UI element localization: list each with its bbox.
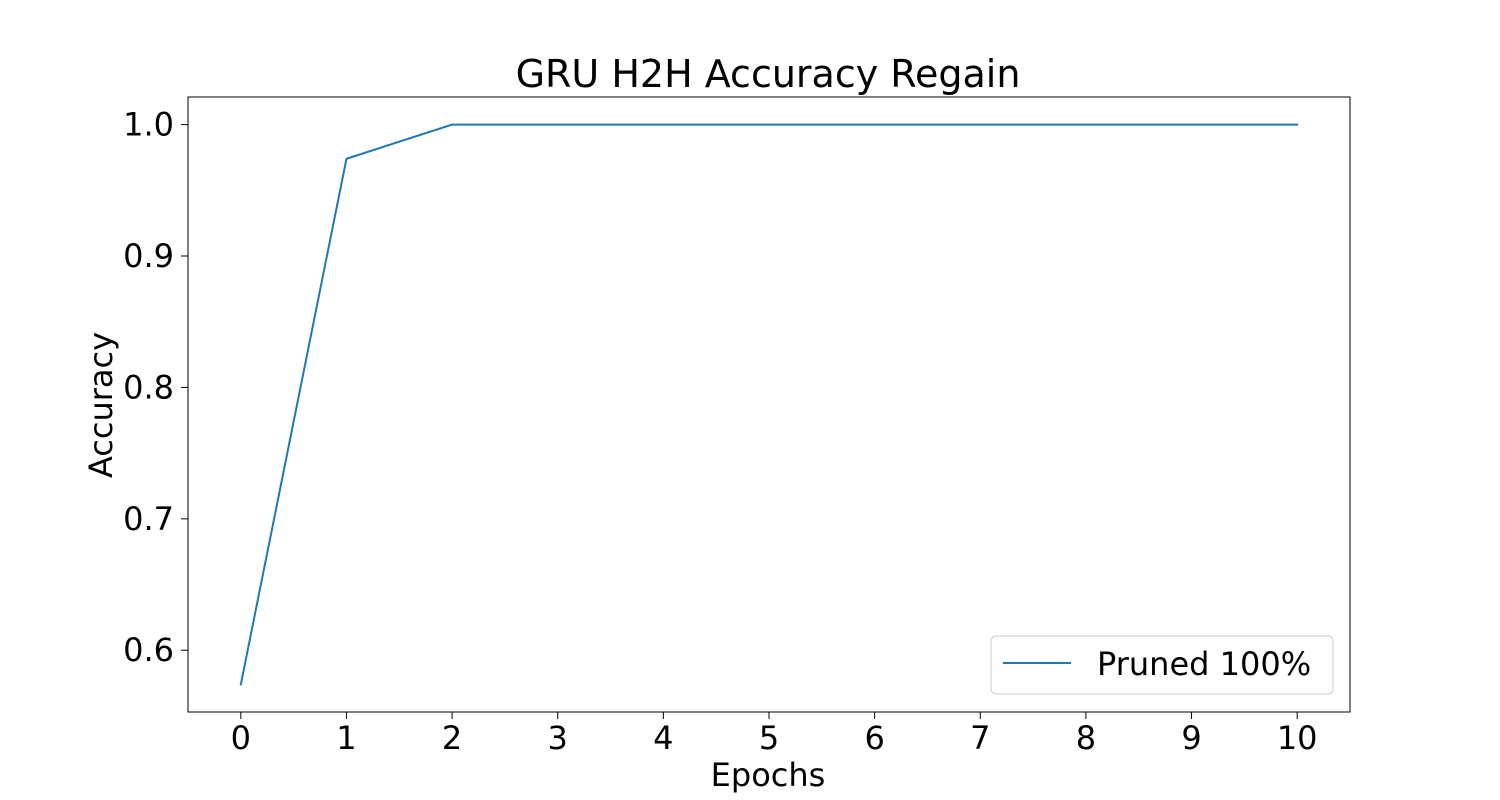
y-tick-label: 0.7 <box>123 500 174 538</box>
y-tick-label: 0.8 <box>123 368 174 406</box>
legend-label: Pruned 100% <box>1097 645 1311 683</box>
x-tick-label: 2 <box>442 719 462 757</box>
legend: Pruned 100% <box>990 635 1334 695</box>
chart-title: GRU H2H Accuracy Regain <box>516 52 1021 96</box>
y-axis: 0.6 0.7 0.8 0.9 1.0 <box>123 106 188 669</box>
x-tick-label: 4 <box>653 719 673 757</box>
y-axis-label: Accuracy <box>82 332 120 478</box>
x-axis-label: Epochs <box>711 756 826 794</box>
x-tick-label: 1 <box>336 719 356 757</box>
y-tick-label: 0.9 <box>123 237 174 275</box>
x-tick-label: 8 <box>1076 719 1096 757</box>
x-tick-label: 5 <box>759 719 779 757</box>
x-tick-label: 10 <box>1277 719 1318 757</box>
y-tick-label: 1.0 <box>123 106 174 144</box>
x-tick-label: 0 <box>231 719 251 757</box>
x-axis: 0 1 2 3 4 5 6 7 8 9 10 <box>231 712 1318 757</box>
x-tick-label: 9 <box>1181 719 1201 757</box>
legend-box <box>990 635 1334 695</box>
series-layer <box>239 123 1299 686</box>
y-tick-label: 0.6 <box>123 631 174 669</box>
x-tick-label: 6 <box>864 719 884 757</box>
series-line <box>239 123 1299 686</box>
x-tick-label: 3 <box>548 719 568 757</box>
x-tick-label: 7 <box>970 719 990 757</box>
